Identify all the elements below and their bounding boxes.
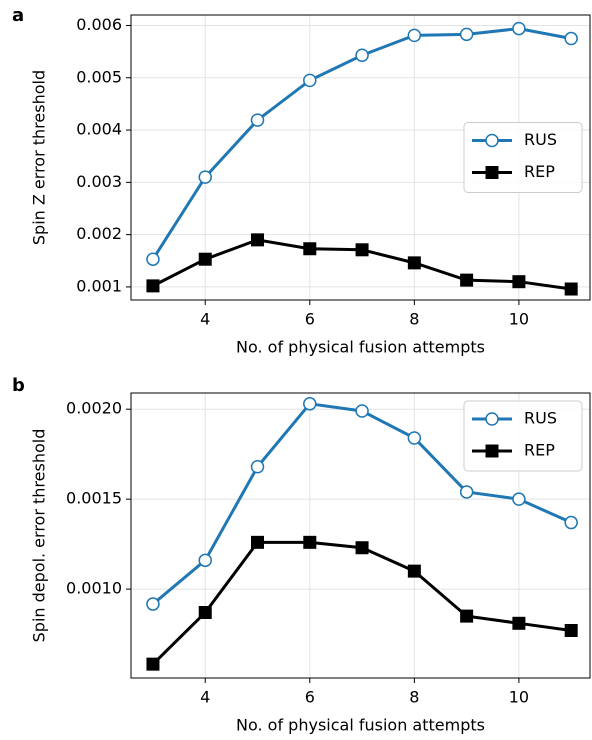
marker (198, 252, 212, 266)
marker (564, 515, 578, 530)
legend: RUS REP (463, 122, 583, 193)
marker (303, 73, 317, 88)
marker (355, 48, 369, 63)
marker (512, 21, 526, 36)
marker (564, 624, 578, 637)
legend-label: REP (524, 162, 555, 181)
marker (146, 657, 160, 671)
plot-frame (130, 14, 591, 301)
marker (564, 31, 578, 46)
marker (146, 597, 160, 611)
y-tick-label: 0.0010 (66, 579, 122, 598)
marker (250, 113, 265, 127)
series-line (151, 540, 572, 666)
x-tick-label: 4 (200, 310, 210, 329)
marker (198, 170, 212, 184)
legend: RUS REP (463, 400, 583, 472)
legend-marker (485, 444, 499, 458)
marker (407, 564, 421, 578)
marker (355, 541, 369, 555)
y-tick-label: 0.002 (76, 224, 122, 243)
marker (512, 492, 526, 506)
marker (355, 243, 369, 257)
x-tick-label: 4 (200, 688, 210, 707)
x-tick-label: 8 (409, 688, 419, 707)
y-tick-label: 0.0015 (66, 489, 122, 508)
marker (303, 397, 317, 411)
marker (459, 27, 474, 42)
plot-frame (130, 392, 591, 679)
marker (512, 616, 526, 630)
legend-marker (485, 412, 499, 426)
marker (459, 485, 474, 499)
y-axis-label: Spin Z error threshold (30, 70, 49, 245)
marker (146, 252, 160, 266)
marker (407, 28, 422, 43)
marker (251, 535, 265, 549)
y-axis-label: Spin depol. error threshold (30, 429, 49, 643)
legend-box (463, 122, 583, 193)
marker (303, 535, 317, 549)
x-tick-label: 6 (305, 310, 315, 329)
legend-label: RUS (524, 130, 557, 149)
y-tick-label: 0.001 (76, 276, 122, 295)
marker (512, 275, 526, 289)
marker (460, 609, 474, 623)
x-tick-label: 10 (509, 688, 529, 707)
legend-marker (485, 166, 499, 179)
y-tick-label: 0.004 (76, 120, 122, 139)
x-tick-label: 6 (305, 688, 315, 707)
marker (198, 606, 212, 620)
legend-label: RUS (524, 409, 557, 428)
y-tick-label: 0.0020 (66, 399, 122, 418)
panel-label: b (12, 375, 25, 396)
marker (355, 404, 369, 418)
y-tick-label: 0.006 (76, 15, 122, 34)
marker (251, 233, 265, 247)
x-axis-label: No. of physical fusion attempts (236, 338, 485, 357)
marker (407, 256, 421, 270)
y-tick-label: 0.005 (76, 67, 122, 86)
marker (198, 553, 212, 568)
legend-label: REP (524, 441, 555, 460)
x-tick-label: 8 (409, 310, 419, 329)
panel-label: a (12, 5, 24, 26)
marker (250, 460, 265, 474)
x-axis-label: No. of physical fusion attempts (236, 716, 485, 735)
y-tick-label: 0.003 (76, 172, 122, 191)
marker (564, 282, 578, 296)
legend-marker (485, 133, 499, 148)
marker (407, 431, 422, 445)
x-tick-label: 10 (509, 310, 529, 329)
marker (303, 242, 317, 256)
marker (460, 273, 474, 287)
marker (146, 279, 160, 293)
legend-box (463, 400, 583, 472)
